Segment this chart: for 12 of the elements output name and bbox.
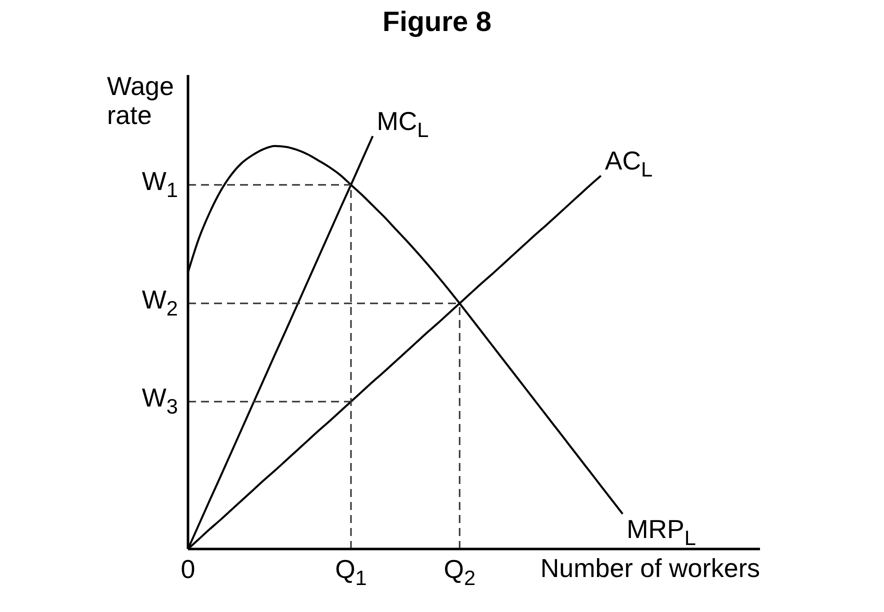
x-tick-label: 0: [180, 554, 196, 584]
annotation: W$_{3}$: [142, 382, 178, 419]
annotation: W$_{2}$: [142, 284, 178, 321]
x-axis-title: Number of workers: [540, 553, 760, 583]
x-tick-label: Q$_{1}$: [335, 554, 367, 590]
series-label: MRP$_{L}$: [626, 514, 696, 550]
series-label: MC$_{L}$: [376, 106, 429, 142]
annotation: W$_{1}$: [142, 166, 178, 202]
y-axis-title: Wage rate: [107, 71, 175, 130]
series-label: AC$_{L}$: [604, 146, 653, 182]
x-tick-label: Q$_{2}$: [444, 554, 476, 590]
chart-title: Figure 8: [382, 6, 492, 38]
